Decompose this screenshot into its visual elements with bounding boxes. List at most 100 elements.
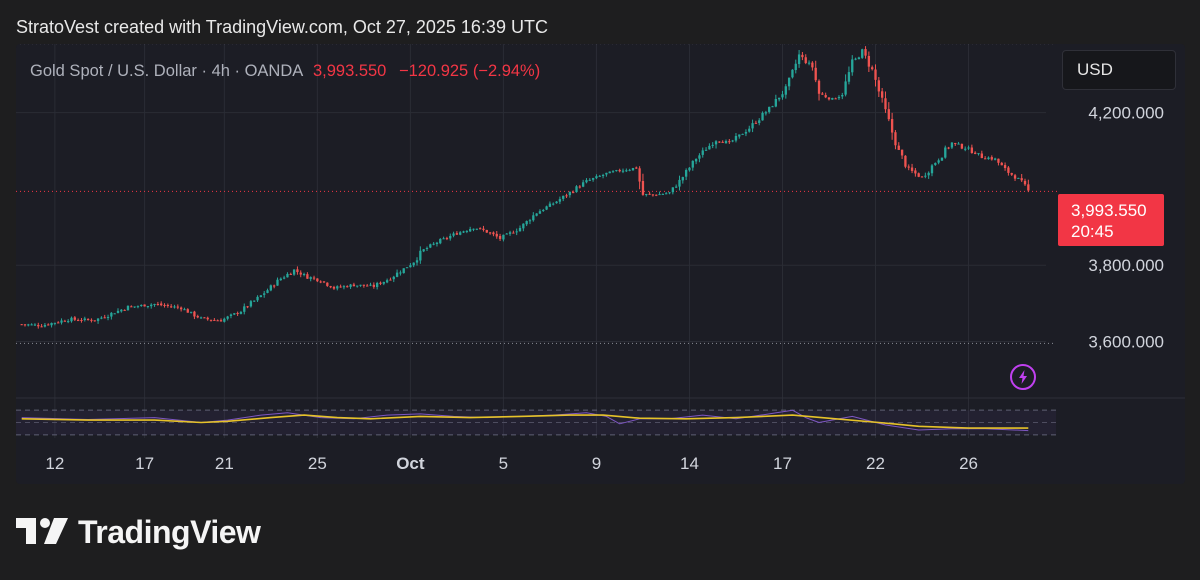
candle-body [100, 317, 103, 319]
logo-text: TradingView [78, 514, 261, 550]
candle-body [867, 55, 871, 67]
candle-body [482, 228, 485, 230]
candle-body [804, 57, 807, 64]
candle-body [980, 153, 983, 159]
candle-body [957, 143, 960, 145]
candle-body [738, 134, 741, 137]
candle-body [718, 141, 721, 143]
candle-body [930, 165, 934, 174]
candle-body [628, 169, 631, 171]
candle-body [698, 155, 701, 159]
candle-body [990, 157, 993, 160]
candle-body [83, 318, 86, 321]
candle-body [665, 193, 668, 195]
candle-body [93, 320, 96, 322]
candle-body [611, 171, 615, 173]
candle-body [1023, 180, 1027, 185]
candle-body [512, 232, 515, 234]
candle-body [844, 81, 847, 95]
candle-body [272, 285, 276, 287]
candle-body [515, 231, 518, 233]
candle-body [811, 62, 814, 68]
candle-body [595, 176, 598, 179]
x-tick-label: 25 [308, 454, 327, 473]
candle-body [160, 303, 163, 306]
candle-body [183, 309, 186, 311]
candle-body [223, 318, 226, 322]
candle-body [731, 140, 734, 142]
candle-body [435, 242, 439, 245]
lightning-icon[interactable] [1010, 364, 1036, 390]
candle-body [140, 304, 143, 306]
candle-body [352, 284, 356, 287]
candle-body [605, 172, 608, 175]
candle-body [276, 279, 279, 286]
x-tick-label: 12 [45, 454, 64, 473]
candle-body [375, 283, 379, 287]
candle-body [841, 94, 844, 97]
candle-body [575, 186, 578, 193]
candlestick-chart[interactable]: 12 17 21 25 Oct 5 9 14 17 22 26 3,600.000 3,800.000 4… [16, 44, 1185, 484]
candle-body [349, 284, 352, 287]
candle-body [874, 69, 877, 80]
candle-body [70, 317, 73, 322]
candle-body [233, 313, 236, 315]
symbol-legend[interactable]: Gold Spot / U.S. Dollar · 4h · OANDA 3,9… [30, 62, 540, 81]
candle-body [661, 193, 665, 195]
candle-body [216, 320, 219, 322]
candle-body [312, 277, 316, 279]
candle-body [462, 231, 465, 233]
candle-body [761, 112, 764, 121]
candle-body [366, 285, 369, 287]
candle-body [754, 122, 758, 124]
current-price-tag: 3,993.550 20:45 [1058, 194, 1164, 246]
candle-body [934, 163, 937, 165]
candle-body [877, 80, 880, 92]
candle-body [837, 96, 841, 99]
candle-body [631, 167, 635, 171]
candle-body [302, 273, 306, 275]
x-tick-label: 9 [592, 454, 601, 473]
candle-body [1010, 173, 1013, 175]
candle-body [744, 132, 748, 134]
candle-body [372, 284, 375, 287]
x-tick-label: 17 [773, 454, 792, 473]
candle-body [542, 210, 545, 212]
candle-body [847, 72, 851, 82]
candle-body [977, 153, 980, 155]
candle-body [176, 306, 179, 308]
candle-body [485, 229, 488, 233]
candle-body [342, 286, 346, 288]
candle-body [156, 304, 160, 306]
currency-selector[interactable]: USD [1062, 50, 1176, 90]
candle-body [37, 325, 40, 327]
header-caption: StratoVest created with TradingView.com,… [16, 17, 548, 37]
candle-body [33, 324, 37, 326]
candle-body [362, 284, 366, 286]
candle-body [136, 306, 140, 308]
candle-body [658, 194, 661, 196]
candle-body [880, 91, 884, 98]
candle-body [385, 280, 389, 283]
candle-body [615, 170, 618, 172]
candle-body [226, 316, 229, 319]
candle-body [130, 306, 133, 308]
candle-body [43, 325, 47, 327]
candle-body [724, 141, 728, 144]
candle-body [389, 279, 392, 281]
candle-body [133, 306, 136, 308]
candle-body [827, 97, 831, 100]
candle-body [601, 174, 605, 176]
candle-body [23, 324, 27, 326]
candle-body [399, 272, 402, 274]
candle-body [495, 233, 498, 237]
candle-body [289, 273, 292, 275]
candle-body [671, 187, 675, 193]
candle-body [784, 86, 787, 95]
candle-body [927, 172, 930, 176]
candle-body [748, 128, 751, 132]
candle-body [694, 159, 698, 162]
candle-body [259, 295, 263, 298]
candle-body [704, 149, 708, 151]
chart-panel[interactable]: 12 17 21 25 Oct 5 9 14 17 22 26 3,600.000 3,800.000 4… [16, 44, 1185, 484]
